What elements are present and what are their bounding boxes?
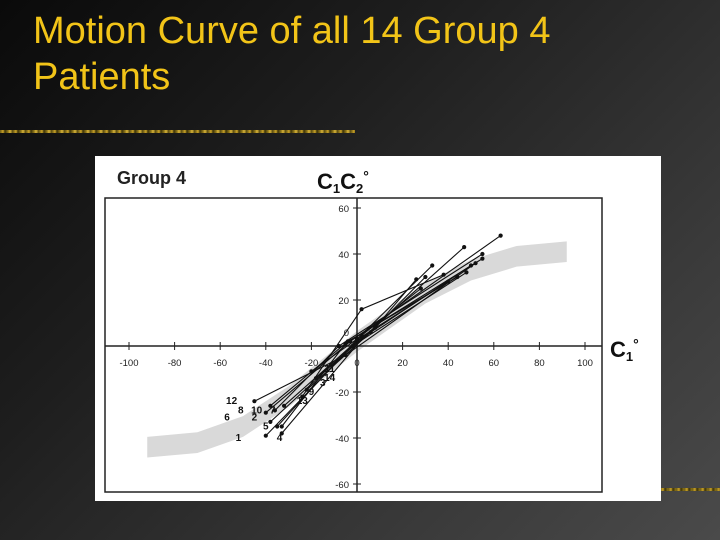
data-point-8 bbox=[345, 339, 350, 344]
data-point-14 bbox=[414, 277, 419, 282]
y-tick-label: -40 bbox=[335, 434, 349, 445]
point-label-12: 12 bbox=[226, 396, 238, 407]
slide-title-line-1: Motion Curve of all 14 Group 4 bbox=[33, 10, 551, 52]
point-label-2: 2 bbox=[252, 412, 258, 423]
data-point-12 bbox=[252, 399, 257, 404]
point-label-6: 6 bbox=[224, 412, 230, 423]
x-tick-label: 40 bbox=[443, 358, 454, 369]
point-label-9: 9 bbox=[309, 387, 315, 398]
slide-title-line-2: Patients bbox=[33, 56, 171, 98]
data-point-4 bbox=[462, 245, 467, 250]
point-label-10: 10 bbox=[251, 405, 263, 416]
y-tick-label: 60 bbox=[338, 204, 349, 215]
x-tick-label: 80 bbox=[534, 358, 545, 369]
data-point-13 bbox=[359, 307, 364, 312]
panel-title: Group 4 bbox=[117, 168, 186, 188]
x-tick-label: 60 bbox=[489, 358, 500, 369]
x-tick-label: -80 bbox=[168, 358, 182, 369]
y-axis-label-sub1: 1 bbox=[333, 181, 340, 196]
data-point-1 bbox=[263, 433, 268, 438]
data-point-7 bbox=[272, 408, 278, 413]
data-point-4 bbox=[279, 431, 284, 436]
data-point-6 bbox=[263, 410, 268, 415]
point-label-7: 7 bbox=[270, 405, 276, 416]
data-point-12 bbox=[473, 261, 478, 266]
data-point-10 bbox=[281, 403, 287, 408]
x-tick-label: -60 bbox=[213, 358, 227, 369]
data-point-7 bbox=[480, 251, 485, 257]
point-label-3: 3 bbox=[320, 378, 326, 389]
point-label-14: 14 bbox=[324, 373, 336, 384]
x-axis-label-c: C bbox=[610, 337, 626, 362]
x-axis-label-sub: 1 bbox=[626, 349, 633, 364]
motion-curve-chart: -100 -80 -60 -40 -20 0 20 40 60 80 100 -60 -40 -20 0 20… bbox=[104, 168, 639, 493]
x-tick-label: -40 bbox=[259, 358, 273, 369]
data-point-9 bbox=[423, 274, 428, 280]
data-point-14 bbox=[373, 325, 378, 330]
y-axis-label-c1: C bbox=[317, 169, 333, 194]
y-axis-label-degree: ° bbox=[363, 168, 369, 184]
point-label-13: 13 bbox=[297, 396, 309, 407]
y-tick-label: 0 bbox=[344, 328, 349, 339]
x-tick-label: 0 bbox=[354, 358, 359, 369]
point-label-4: 4 bbox=[277, 433, 283, 444]
x-tick-label: 100 bbox=[577, 358, 593, 369]
point-label-8: 8 bbox=[238, 405, 244, 416]
data-point-3 bbox=[279, 424, 284, 429]
y-axis-label: C1C2° bbox=[317, 168, 369, 196]
data-point-11 bbox=[354, 337, 360, 342]
data-point-13 bbox=[300, 394, 305, 399]
x-axis-label: C1° bbox=[610, 336, 639, 364]
data-point-5 bbox=[430, 263, 435, 268]
y-tick-label: 40 bbox=[338, 250, 349, 261]
x-tick-label: 20 bbox=[397, 358, 408, 369]
point-label-11: 11 bbox=[324, 364, 335, 375]
data-point-3 bbox=[480, 256, 485, 261]
y-axis-label-sub2: 2 bbox=[356, 181, 363, 196]
figure-panel: -100 -80 -60 -40 -20 0 20 40 60 80 100 -60 -40 -20 0 20… bbox=[95, 156, 661, 501]
data-point-8 bbox=[268, 403, 273, 408]
y-tick-label: 20 bbox=[338, 296, 349, 307]
decorative-rule-bottom bbox=[660, 488, 720, 491]
x-tick-label: -20 bbox=[305, 358, 319, 369]
data-point-5 bbox=[275, 424, 280, 429]
data-point-13 bbox=[441, 272, 446, 277]
point-label-5: 5 bbox=[263, 422, 269, 433]
series-layer bbox=[252, 233, 503, 438]
slide-title: Motion Curve of all 14 Group 4 Patients bbox=[33, 8, 693, 100]
y-tick-label: -20 bbox=[335, 388, 349, 399]
decorative-rule-top bbox=[0, 130, 355, 133]
x-tick-label: -100 bbox=[119, 358, 138, 369]
y-tick-label: -60 bbox=[335, 480, 349, 491]
plot-frame bbox=[104, 197, 603, 493]
x-axis-label-degree: ° bbox=[633, 336, 639, 352]
y-axis-label-c2: C bbox=[340, 169, 356, 194]
data-point-14 bbox=[313, 376, 319, 381]
data-point-2 bbox=[268, 419, 273, 424]
data-point-6 bbox=[498, 233, 503, 238]
data-point-11 bbox=[418, 286, 423, 291]
data-point-2 bbox=[464, 270, 469, 275]
point-label-1: 1 bbox=[236, 433, 242, 444]
